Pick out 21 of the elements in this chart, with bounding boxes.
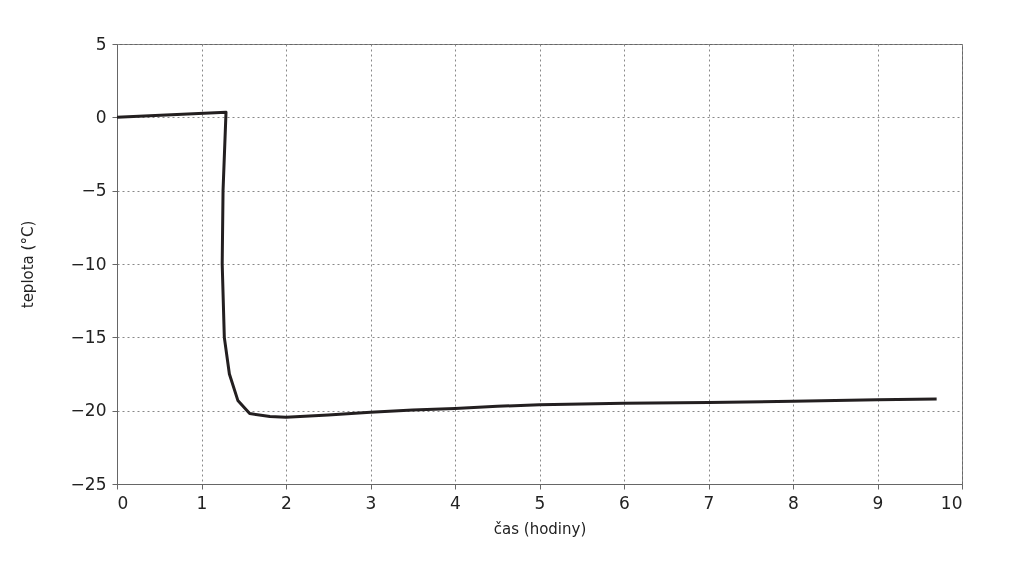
x-tick-label: 6 <box>619 492 630 513</box>
line-series <box>115 110 939 419</box>
y-tick-label: −10 <box>70 253 107 274</box>
x-tick-label: 10 <box>940 492 963 513</box>
y-axis-title: teplota (°C) <box>18 220 37 309</box>
y-tick-label: −5 <box>81 180 107 201</box>
x-tick-label: 2 <box>281 492 292 513</box>
x-tick-label: 3 <box>365 492 377 513</box>
x-tick-label: 1 <box>196 492 208 513</box>
x-tick-label: 5 <box>534 492 546 513</box>
y-tick-label: −25 <box>70 473 107 494</box>
y-tick-label: 5 <box>95 33 107 54</box>
x-tick-label: 0 <box>117 492 129 513</box>
y-tick-label: 0 <box>95 106 107 127</box>
y-tick-label: −20 <box>70 400 107 421</box>
x-axis-title: čas (hodiny) <box>493 519 587 538</box>
x-tick-label: 8 <box>788 492 799 513</box>
x-tick-label: 4 <box>450 492 461 513</box>
y-tick-label: −15 <box>70 326 107 347</box>
x-tick-label: 9 <box>872 492 884 513</box>
x-tick-label: 7 <box>703 492 715 513</box>
